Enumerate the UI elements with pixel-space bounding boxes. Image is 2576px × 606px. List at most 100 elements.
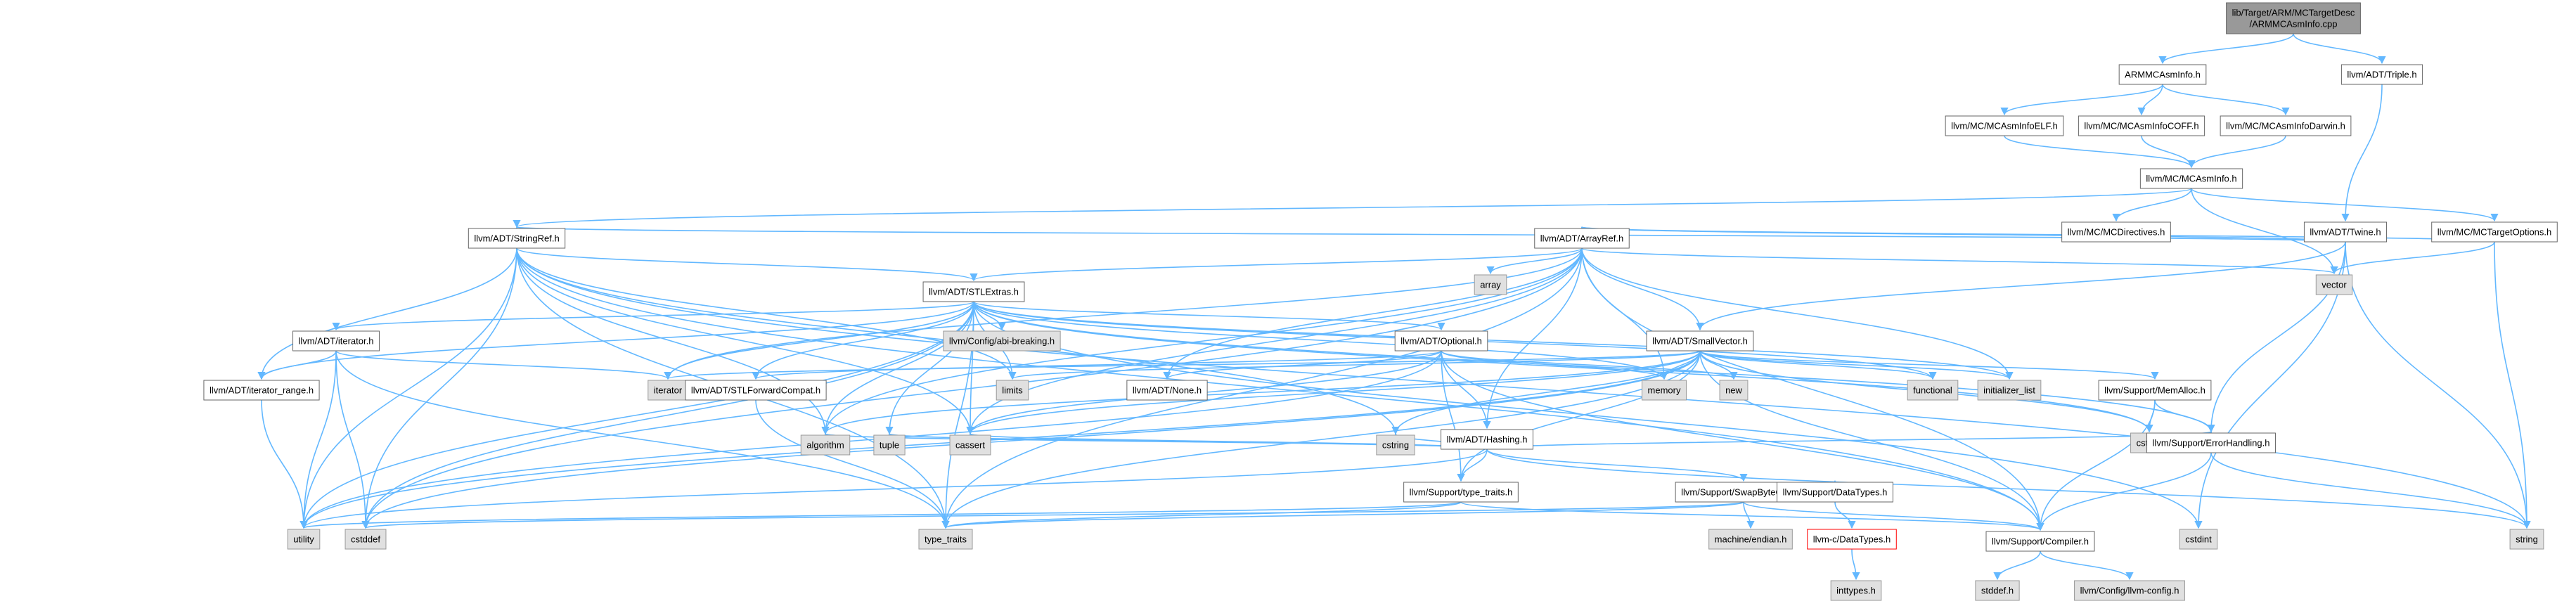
node-box-cstring xyxy=(1376,434,1415,456)
node-twine[interactable]: llvm/ADT/Twine.h xyxy=(2303,221,2388,243)
node-mcasminfocoff[interactable]: llvm/MC/MCAsmInfoCOFF.h xyxy=(2078,115,2205,136)
edge-stlextras-to-tuple xyxy=(885,301,974,435)
node-box-machineendian xyxy=(1708,529,1793,550)
edge-mcasminfodarwin-to-mcasminfo xyxy=(2187,135,2286,169)
node-abibreaking: llvm/Config/abi-breaking.h xyxy=(943,330,1061,352)
node-box-cstdint xyxy=(2179,529,2218,550)
node-triple[interactable]: llvm/ADT/Triple.h xyxy=(2340,64,2423,85)
edge-armmcasminfo-to-mcasminfodarwin xyxy=(2162,84,2290,116)
node-label-none: llvm/ADT/None.h xyxy=(1133,385,1202,396)
node-cstdint: cstdint xyxy=(2179,529,2218,550)
node-arrayref[interactable]: llvm/ADT/ArrayRef.h xyxy=(1534,228,1630,249)
node-memalloc[interactable]: llvm/Support/MemAlloc.h xyxy=(2098,380,2212,401)
edge-hashing-to-swapbyteorder xyxy=(1486,449,1748,482)
edge-mcasminfo-to-mctargetoptions xyxy=(2191,188,2499,222)
node-label-typetraitsh: llvm/Support/type_traits.h xyxy=(1410,487,1513,498)
node-label-mcdirectives: llvm/MC/MCDirectives.h xyxy=(2068,227,2165,238)
edge-mcasminfoelf-to-mcasminfo xyxy=(2004,135,2196,169)
node-smallvector[interactable]: llvm/ADT/SmallVector.h xyxy=(1646,330,1754,352)
node-armmcasminfo[interactable]: ARMMCAsmInfo.h xyxy=(2118,64,2207,85)
node-box-string xyxy=(2509,529,2544,550)
node-label-hashing: llvm/ADT/Hashing.h xyxy=(1447,434,1528,445)
node-label-functional: functional xyxy=(1913,385,1952,396)
node-hashing[interactable]: llvm/ADT/Hashing.h xyxy=(1441,429,1533,450)
node-errorhandling[interactable]: llvm/Support/ErrorHandling.h xyxy=(2146,432,2276,453)
node-mcasminfoelf[interactable]: llvm/MC/MCAsmInfoELF.h xyxy=(1945,115,2064,136)
edge-smallvector-to-cstddef xyxy=(361,350,1701,529)
node-mctargetoptions[interactable]: llvm/MC/MCTargetOptions.h xyxy=(2431,221,2558,243)
edge-arrayref-to-vector xyxy=(1581,247,2338,275)
nodes-layer: lib/Target/ARM/MCTargetDesc/ARMMCAsmInfo… xyxy=(203,2,2558,601)
edge-adtiterator-to-utility xyxy=(300,350,337,529)
node-box-errorhandling xyxy=(2146,432,2276,453)
node-llvmconfig: llvm/Config/llvm-config.h xyxy=(2074,580,2185,601)
node-label-optional: llvm/ADT/Optional.h xyxy=(1400,336,1482,347)
edge-stringref-to-algorithm xyxy=(516,247,830,435)
node-stringref[interactable]: llvm/ADT/StringRef.h xyxy=(468,228,566,249)
node-adtiterator[interactable]: llvm/ADT/iterator.h xyxy=(292,330,380,352)
node-box-iteratorrange xyxy=(203,380,320,401)
node-box-mctargetoptions xyxy=(2431,221,2558,243)
edge-typetraitsh-to-typetraits xyxy=(941,501,1462,529)
node-mcdirectives[interactable]: llvm/MC/MCDirectives.h xyxy=(2061,221,2171,243)
node-box-tuple xyxy=(873,434,906,456)
node-box-utility xyxy=(287,529,321,550)
edge-stlextras-to-errorhandling xyxy=(973,301,2215,433)
node-label-memory: memory xyxy=(1648,385,1681,396)
node-cstring: cstring xyxy=(1376,434,1415,456)
node-label-limits: limits xyxy=(1002,385,1023,396)
node-box-mcasminfoelf xyxy=(1945,115,2064,136)
edge-twine-to-errorhandling xyxy=(2207,241,2346,433)
node-compiler[interactable]: llvm/Support/Compiler.h xyxy=(1985,531,2095,552)
node-box-cstddef xyxy=(344,529,387,550)
node-stlextras[interactable]: llvm/ADT/STLExtras.h xyxy=(922,281,1025,302)
node-label-cstddef: cstddef xyxy=(351,534,380,545)
edge-arrayref-to-typetraits xyxy=(941,247,1583,529)
edge-arrayref-to-hashing xyxy=(1483,247,1583,430)
node-box-none xyxy=(1126,380,1208,401)
edge-compiler-to-llvmconfig xyxy=(2040,550,2134,581)
edge-twine-to-smallvector xyxy=(1696,241,2346,331)
edge-twine-to-string xyxy=(2345,241,2531,529)
node-label-new: new xyxy=(1725,385,1742,396)
edge-errorhandling-to-string xyxy=(2210,452,2531,529)
node-box-stlforwardcompat xyxy=(685,380,827,401)
node-tuple: tuple xyxy=(873,434,906,456)
node-label-array: array xyxy=(1480,280,1501,290)
node-datatypesh[interactable]: llvm/Support/DataTypes.h xyxy=(1777,482,1893,503)
node-box-memory xyxy=(1642,380,1687,401)
edge-stringref-to-utility xyxy=(300,247,517,529)
edge-stringref-to-stlextras xyxy=(516,247,978,282)
node-box-armmcasminfo xyxy=(2118,64,2207,85)
node-label-utility: utility xyxy=(293,534,314,545)
node-mcasminfodarwin[interactable]: llvm/MC/MCAsmInfoDarwin.h xyxy=(2220,115,2352,136)
node-box-inttypes xyxy=(1830,580,1882,601)
node-label-string: string xyxy=(2516,534,2538,545)
node-optional[interactable]: llvm/ADT/Optional.h xyxy=(1394,330,1488,352)
edge-errorhandling-to-compiler xyxy=(2036,452,2212,531)
node-initializerlist: initializer_list xyxy=(1977,380,2042,401)
edge-arrayref-to-algorithm xyxy=(821,247,1583,435)
edge-armmcasminfo-to-mcasminfoelf xyxy=(2000,84,2163,116)
edge-smallvector-to-new xyxy=(1699,350,1738,380)
edge-optional-to-utility xyxy=(300,350,1442,529)
edge-smallvector-to-memalloc xyxy=(1699,350,2159,380)
node-stlforwardcompat[interactable]: llvm/ADT/STLForwardCompat.h xyxy=(685,380,827,401)
edge-smallvector-to-utility xyxy=(300,350,1701,529)
node-label-root: /ARMMCAsmInfo.cpp xyxy=(2250,19,2338,30)
node-label-mcasminfo: llvm/MC/MCAsmInfo.h xyxy=(2146,174,2236,184)
node-cassert: cassert xyxy=(949,434,991,456)
node-typetraitsh[interactable]: llvm/Support/type_traits.h xyxy=(1403,482,1519,503)
node-box-llvmconfig xyxy=(2074,580,2185,601)
edge-stringref-to-iteratorrange xyxy=(257,247,517,380)
edge-iteratorrange-to-utility xyxy=(261,399,308,529)
node-cstddef: cstddef xyxy=(344,529,387,550)
node-none[interactable]: llvm/ADT/None.h xyxy=(1126,380,1208,401)
node-iteratorrange[interactable]: llvm/ADT/iterator_range.h xyxy=(203,380,320,401)
edge-arrayref-to-stlextras xyxy=(970,247,1583,282)
node-utility: utility xyxy=(287,529,321,550)
node-box-typetraits xyxy=(918,529,973,550)
edge-mcasminfo-to-vector xyxy=(2191,188,2338,275)
node-mcasminfo[interactable]: llvm/MC/MCAsmInfo.h xyxy=(2139,168,2243,189)
